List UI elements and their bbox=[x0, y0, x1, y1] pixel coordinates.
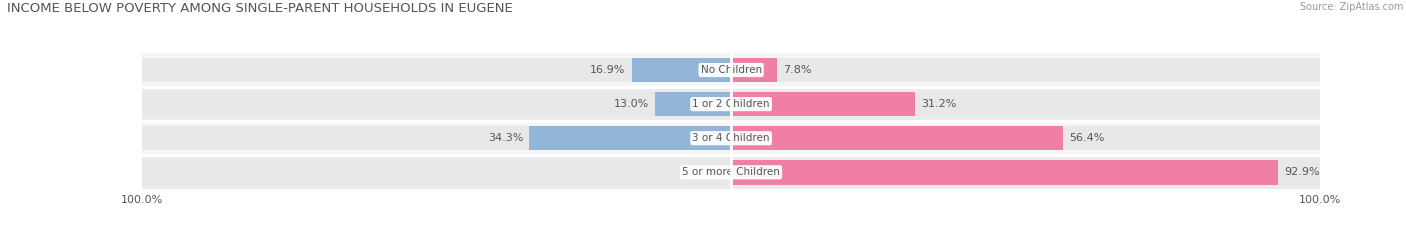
Text: 34.3%: 34.3% bbox=[488, 133, 523, 143]
Bar bbox=[731, 160, 1320, 185]
Text: INCOME BELOW POVERTY AMONG SINGLE-PARENT HOUSEHOLDS IN EUGENE: INCOME BELOW POVERTY AMONG SINGLE-PARENT… bbox=[7, 2, 513, 15]
Bar bbox=[731, 58, 1320, 82]
Bar bbox=[731, 92, 1320, 116]
Bar bbox=[142, 155, 1320, 189]
Text: 13.0%: 13.0% bbox=[613, 99, 648, 109]
Text: 31.2%: 31.2% bbox=[921, 99, 956, 109]
Text: 0.0%: 0.0% bbox=[697, 167, 725, 177]
Bar bbox=[529, 126, 731, 151]
Bar bbox=[142, 87, 1320, 121]
Text: Source: ZipAtlas.com: Source: ZipAtlas.com bbox=[1299, 2, 1403, 12]
Bar bbox=[731, 92, 915, 116]
Text: 16.9%: 16.9% bbox=[591, 65, 626, 75]
Bar bbox=[142, 121, 1320, 155]
Bar bbox=[731, 126, 1320, 151]
Bar bbox=[142, 160, 731, 185]
Text: 7.8%: 7.8% bbox=[783, 65, 811, 75]
Bar bbox=[142, 58, 731, 82]
Text: No Children: No Children bbox=[700, 65, 762, 75]
Text: 92.9%: 92.9% bbox=[1284, 167, 1320, 177]
Bar bbox=[142, 53, 1320, 87]
Bar bbox=[731, 126, 1063, 151]
Text: 56.4%: 56.4% bbox=[1070, 133, 1105, 143]
Text: 1 or 2 Children: 1 or 2 Children bbox=[692, 99, 770, 109]
Bar bbox=[655, 92, 731, 116]
Bar bbox=[631, 58, 731, 82]
Bar bbox=[142, 126, 731, 151]
Bar bbox=[731, 160, 1278, 185]
Text: 3 or 4 Children: 3 or 4 Children bbox=[692, 133, 770, 143]
Text: 5 or more Children: 5 or more Children bbox=[682, 167, 780, 177]
Bar bbox=[142, 92, 731, 116]
Bar bbox=[731, 58, 778, 82]
